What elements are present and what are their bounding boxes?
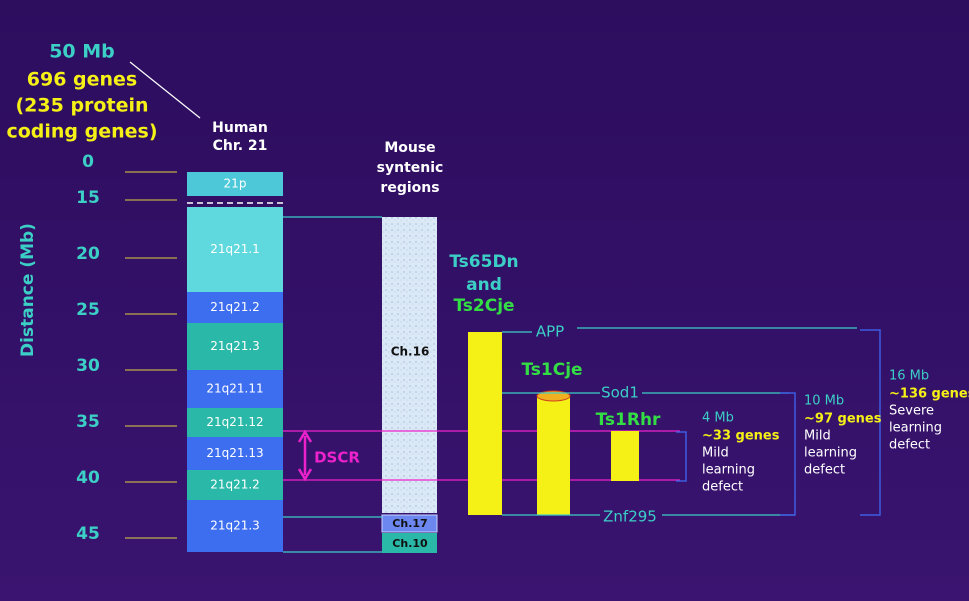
tick-label: 0 bbox=[82, 152, 94, 172]
chromosome-band bbox=[187, 370, 283, 408]
human-title: Chr. 21 bbox=[213, 138, 268, 154]
band-label: 21q21.11 bbox=[206, 382, 263, 396]
gene-label: APP bbox=[536, 323, 564, 341]
band-label: 21q21.2 bbox=[210, 300, 260, 314]
mouse-title: Mouse bbox=[384, 140, 435, 156]
region-size: 16 Mb bbox=[889, 369, 929, 384]
gene-label: Znf295 bbox=[603, 508, 657, 526]
trisomy-bar bbox=[468, 332, 502, 515]
model-label: and bbox=[466, 275, 502, 295]
mouse-chromosome bbox=[382, 217, 437, 513]
region-effect: learning bbox=[804, 446, 857, 461]
mouse-chr-label: Ch.16 bbox=[391, 345, 430, 359]
chromosome-band bbox=[187, 437, 283, 470]
tick-label: 45 bbox=[76, 524, 100, 544]
tick-label: 35 bbox=[76, 412, 100, 432]
chromosome-band bbox=[187, 500, 283, 552]
region-genes: ~97 genes bbox=[804, 412, 882, 427]
mouse-chr-label: Ch.10 bbox=[392, 537, 428, 550]
band-label: 21p bbox=[224, 177, 247, 191]
bracket bbox=[676, 431, 687, 482]
tick-label: 15 bbox=[76, 188, 100, 208]
bracket bbox=[780, 392, 796, 516]
region-genes: ~33 genes bbox=[702, 429, 780, 444]
chromosome-band bbox=[187, 292, 283, 323]
chromosome-band bbox=[187, 172, 283, 196]
region-effect: defect bbox=[702, 480, 743, 495]
trisomy-bar bbox=[537, 396, 570, 515]
human-title: Human bbox=[212, 120, 268, 136]
pointer-line bbox=[129, 61, 201, 119]
region-effect: learning bbox=[889, 421, 942, 436]
band-label: 21q21.3 bbox=[210, 339, 260, 353]
band-label: 21q21.3 bbox=[210, 519, 260, 533]
trisomy-bar bbox=[611, 431, 639, 481]
chromosome-band bbox=[187, 408, 283, 437]
model-label: Ts65Dn bbox=[449, 252, 518, 272]
region-effect: defect bbox=[804, 463, 845, 478]
region-size: 4 Mb bbox=[702, 411, 734, 426]
tick-label: 40 bbox=[76, 468, 100, 488]
region-effect: Mild bbox=[804, 429, 831, 444]
dscr-arrowhead bbox=[297, 429, 313, 482]
summary-size: 50 Mb bbox=[49, 41, 115, 63]
tick-label: 20 bbox=[76, 244, 100, 264]
chromosome-band bbox=[187, 323, 283, 370]
summary-genes: 696 genes bbox=[27, 69, 137, 91]
region-genes: ~136 genes bbox=[889, 387, 969, 402]
summary-protein: (235 protein bbox=[16, 95, 149, 117]
tick-label: 25 bbox=[76, 300, 100, 320]
region-effect: learning bbox=[702, 463, 755, 478]
mouse-chromosome bbox=[382, 533, 437, 553]
model-label: Ts1Rhr bbox=[596, 410, 661, 430]
band-label: 21q21.1 bbox=[210, 242, 260, 256]
mouse-title: syntenic bbox=[377, 160, 444, 176]
band-label: 21q21.12 bbox=[206, 415, 263, 429]
chromosome-band bbox=[187, 470, 283, 500]
model-label: Ts1Cje bbox=[521, 360, 582, 380]
region-effect: Severe bbox=[889, 404, 934, 419]
summary-protein: coding genes) bbox=[6, 121, 157, 143]
dscr-label: DSCR bbox=[314, 449, 360, 467]
mouse-chromosome bbox=[381, 514, 438, 533]
region-size: 10 Mb bbox=[804, 394, 844, 409]
chromosome-band bbox=[187, 207, 283, 292]
gene-label: Sod1 bbox=[601, 384, 639, 402]
region-effect: defect bbox=[889, 438, 930, 453]
tick-label: 30 bbox=[76, 356, 100, 376]
mouse-chr-label: Ch.17 bbox=[392, 517, 427, 530]
model-label: Ts2Cje bbox=[453, 296, 514, 316]
mouse-title: regions bbox=[380, 180, 439, 196]
band-label: 21q21.13 bbox=[206, 446, 263, 460]
region-effect: Mild bbox=[702, 446, 729, 461]
axis-label: Distance (Mb) bbox=[18, 223, 38, 357]
band-label: 21q21.2 bbox=[210, 478, 260, 492]
bracket bbox=[860, 329, 881, 516]
